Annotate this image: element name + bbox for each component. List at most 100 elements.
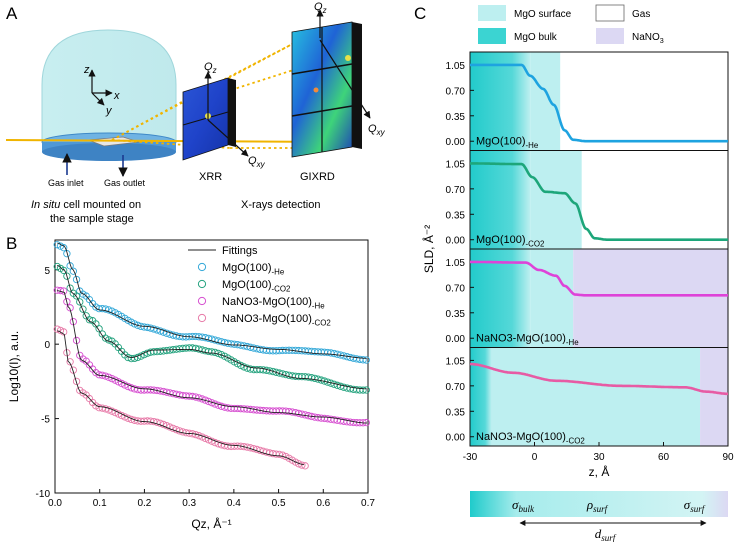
y-tick-label: 1.05	[446, 356, 466, 367]
data-point	[156, 419, 164, 427]
data-point	[208, 399, 216, 407]
sld-curve	[469, 362, 728, 396]
subplot-label: NaNO3-MgO(100)-He	[476, 333, 579, 347]
data-point	[153, 418, 161, 426]
y-tick-label: 0.70	[446, 86, 466, 97]
fit-line	[57, 242, 367, 359]
y-tick-label: 0.00	[446, 433, 466, 444]
y-tick-label: 0.35	[446, 210, 466, 221]
gas-inlet-label: Gas inlet	[48, 178, 84, 188]
y-tick-label: -10	[36, 489, 51, 500]
y-tick-label: 0.70	[446, 185, 466, 196]
mgo-surface-region	[491, 347, 701, 446]
detection-caption: X-rays detection	[241, 199, 320, 211]
mgo-surface-region	[530, 52, 561, 151]
xrr-detector	[182, 77, 236, 161]
x-tick-label: 0.5	[272, 498, 286, 509]
data-point	[53, 325, 61, 333]
x-axis-label: z, Å	[589, 464, 610, 479]
legend-label: MgO bulk	[514, 32, 558, 43]
data-point	[240, 363, 248, 371]
data-point	[324, 378, 332, 386]
mgo-bulk-region	[470, 347, 492, 446]
data-point	[146, 324, 155, 332]
x-tick-label: 30	[593, 452, 605, 463]
x-axis-label: Qz, Å⁻¹	[191, 516, 231, 531]
y-tick-label: 0.35	[446, 407, 466, 418]
x-tick-label: 0.4	[227, 498, 241, 509]
fit-line	[57, 290, 367, 424]
y-axis-label: Log10(I), a.u.	[7, 331, 21, 402]
data-point	[124, 382, 132, 391]
data-point	[69, 366, 77, 374]
data-point	[150, 325, 158, 333]
subplot-label: NaNO3-MgO(100)-CO2	[476, 431, 585, 445]
data-point	[98, 404, 106, 412]
data-point	[76, 298, 84, 306]
y-tick-label: 0.00	[446, 334, 466, 345]
y-tick-label: 0.00	[446, 236, 466, 247]
data-point	[208, 335, 216, 343]
legend-label: MgO(100)-He	[222, 262, 285, 276]
sld-curve	[470, 63, 728, 143]
svg-text:Qz: Qz	[204, 61, 217, 75]
data-point	[211, 438, 219, 447]
legend-label: NaNO3	[632, 32, 664, 45]
legend-marker	[197, 279, 207, 289]
fit-line	[57, 264, 367, 390]
data-point	[336, 382, 345, 390]
x-tick-label: 90	[722, 452, 734, 463]
data-point	[63, 250, 71, 258]
svg-text:Qxy: Qxy	[368, 123, 386, 137]
legend-marker	[197, 313, 207, 323]
cell-axes	[88, 69, 113, 106]
panel-label-a: A	[6, 4, 18, 23]
legend-label: NaNO3-MgO(100)-He	[222, 296, 325, 310]
legend-marker	[197, 262, 207, 272]
data-point	[130, 354, 139, 363]
y-tick-label: 0.35	[446, 112, 466, 123]
data-point	[66, 284, 74, 292]
data-point	[311, 374, 319, 382]
nano3-region	[573, 249, 728, 348]
x-tick-label: 0	[532, 452, 538, 463]
y-tick-label: 0.35	[446, 309, 466, 320]
gixrd-label: GIXRD	[300, 171, 335, 183]
fit-line	[57, 330, 305, 466]
data-point	[211, 336, 219, 344]
in-situ-cell	[41, 29, 177, 161]
mgo-bulk-region	[470, 249, 531, 348]
data-point	[159, 328, 168, 336]
data-point	[211, 348, 219, 357]
data-point	[60, 244, 68, 252]
y-tick-label: -5	[41, 415, 50, 426]
xrr-chart: 0.0 0.1 0.2 0.3 0.4 0.5 0.6 0.7 5 0 -5 -10 Qz, Å⁻¹ Lo…	[7, 239, 375, 531]
x-tick-label: 0.3	[182, 498, 196, 509]
sld-curve	[470, 260, 728, 297]
legend-label: MgO surface	[514, 9, 572, 20]
cell-caption-line1: In situ cell mounted on	[31, 199, 141, 211]
x-tick-label: 60	[658, 452, 670, 463]
svg-text:Qxy: Qxy	[248, 155, 266, 169]
legend-swatch	[478, 5, 506, 21]
data-point	[130, 320, 139, 328]
data-point	[79, 305, 87, 313]
data-point	[204, 397, 213, 406]
data-point	[275, 450, 284, 459]
y-tick-label: 1.05	[446, 159, 466, 170]
gas-outlet-label: Gas outlet	[104, 178, 146, 188]
legend-label: Gas	[632, 9, 650, 20]
data-point	[69, 267, 77, 275]
axis-y-label: y	[105, 105, 113, 117]
data-point	[85, 316, 94, 324]
y-tick-label: 5	[44, 266, 50, 277]
y-tick-label: 1.05	[446, 61, 466, 72]
sigma-bulk-label: σbulk	[512, 497, 535, 514]
legend-swatch	[595, 4, 625, 22]
x-tick-label: 0.6	[316, 498, 330, 509]
y-axis-label: SLD, Å⁻²	[421, 225, 436, 273]
mgo-surface-region	[530, 150, 582, 249]
y-tick-label: 0.70	[446, 283, 466, 294]
data-point	[298, 461, 306, 469]
